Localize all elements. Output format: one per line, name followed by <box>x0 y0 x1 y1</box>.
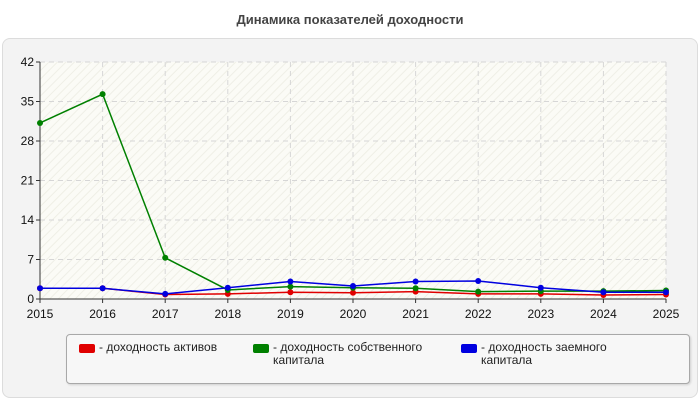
axes <box>36 61 667 303</box>
legend-swatch-red <box>79 344 95 353</box>
x-tick-label: 2018 <box>214 307 241 321</box>
y-tick-label: 14 <box>21 213 35 227</box>
legend: - доходность активов - доходность собств… <box>66 334 690 384</box>
y-tick-label: 42 <box>21 55 35 69</box>
y-tick-label: 0 <box>27 292 34 306</box>
y-tick-labels: 0 7 14 21 28 35 42 <box>21 55 35 306</box>
data-point-1 <box>162 254 169 261</box>
data-point-1 <box>99 91 106 98</box>
data-point-2 <box>600 289 607 296</box>
data-point-1 <box>412 285 419 292</box>
grid-lines <box>40 61 667 299</box>
data-point-1 <box>37 119 43 126</box>
data-point-1 <box>475 288 482 295</box>
data-point-2 <box>37 285 43 292</box>
x-tick-label: 2023 <box>527 307 554 321</box>
data-point-2 <box>224 284 231 291</box>
legend-item-assets: - доходность активов <box>79 341 249 354</box>
legend-label: - доходность активов <box>99 340 218 354</box>
chart-title: Динамика показателей доходности <box>236 12 464 27</box>
x-tick-label: 2024 <box>590 307 617 321</box>
x-tick-label: 2022 <box>465 307 492 321</box>
data-point-2 <box>663 289 669 296</box>
legend-label: - доходность собственного капитала <box>273 340 423 367</box>
data-point-0 <box>350 289 356 296</box>
data-point-2 <box>475 277 482 284</box>
y-tick-label: 28 <box>21 134 35 148</box>
data-point-0 <box>287 289 294 296</box>
y-tick-label: 21 <box>21 174 35 188</box>
legend-swatch-green <box>253 344 269 353</box>
x-tick-label: 2017 <box>152 307 179 321</box>
y-tick-label: 7 <box>27 253 34 267</box>
data-point-2 <box>350 283 356 290</box>
legend-label: - доходность заемного капитала <box>481 340 607 367</box>
data-point-1 <box>287 283 294 290</box>
x-tick-label: 2020 <box>340 307 367 321</box>
x-tick-label: 2019 <box>277 307 304 321</box>
legend-swatch-blue <box>461 344 477 353</box>
series-lines <box>37 91 669 299</box>
x-tick-label: 2016 <box>89 307 116 321</box>
y-tick-label: 35 <box>21 95 35 109</box>
data-point-2 <box>537 284 544 291</box>
legend-item-equity: - доходность собственного капитала <box>253 341 443 367</box>
x-tick-label: 2021 <box>402 307 429 321</box>
data-point-2 <box>412 278 419 285</box>
legend-item-debt: - доходность заемного капитала <box>461 341 631 367</box>
data-point-2 <box>99 285 106 292</box>
x-tick-labels: 2015 2016 2017 2018 2019 2020 2021 2022 2023 2024… <box>27 307 680 321</box>
x-tick-label: 2025 <box>653 307 680 321</box>
x-tick-label: 2015 <box>27 307 54 321</box>
data-point-2 <box>162 290 169 297</box>
data-point-2 <box>287 278 294 285</box>
